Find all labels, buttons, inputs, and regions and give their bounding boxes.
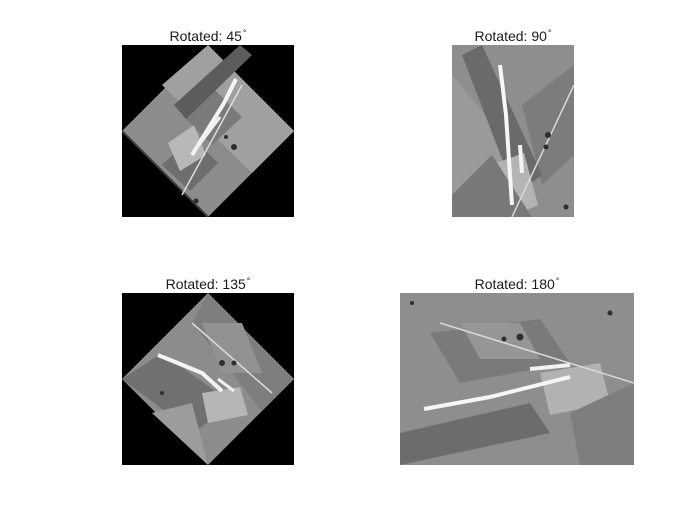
- rotated-image-90: [452, 45, 574, 217]
- subplot-title-45: Rotated: 45°: [169, 28, 247, 44]
- rotated-image-135: [122, 293, 294, 465]
- rotated-image-180: [400, 293, 634, 465]
- rotated-image-45: [122, 45, 294, 217]
- subplot-title-180: Rotated: 180°: [474, 276, 560, 292]
- subplot-title-135: Rotated: 135°: [165, 276, 251, 292]
- subplot-title-90: Rotated: 90°: [474, 28, 552, 44]
